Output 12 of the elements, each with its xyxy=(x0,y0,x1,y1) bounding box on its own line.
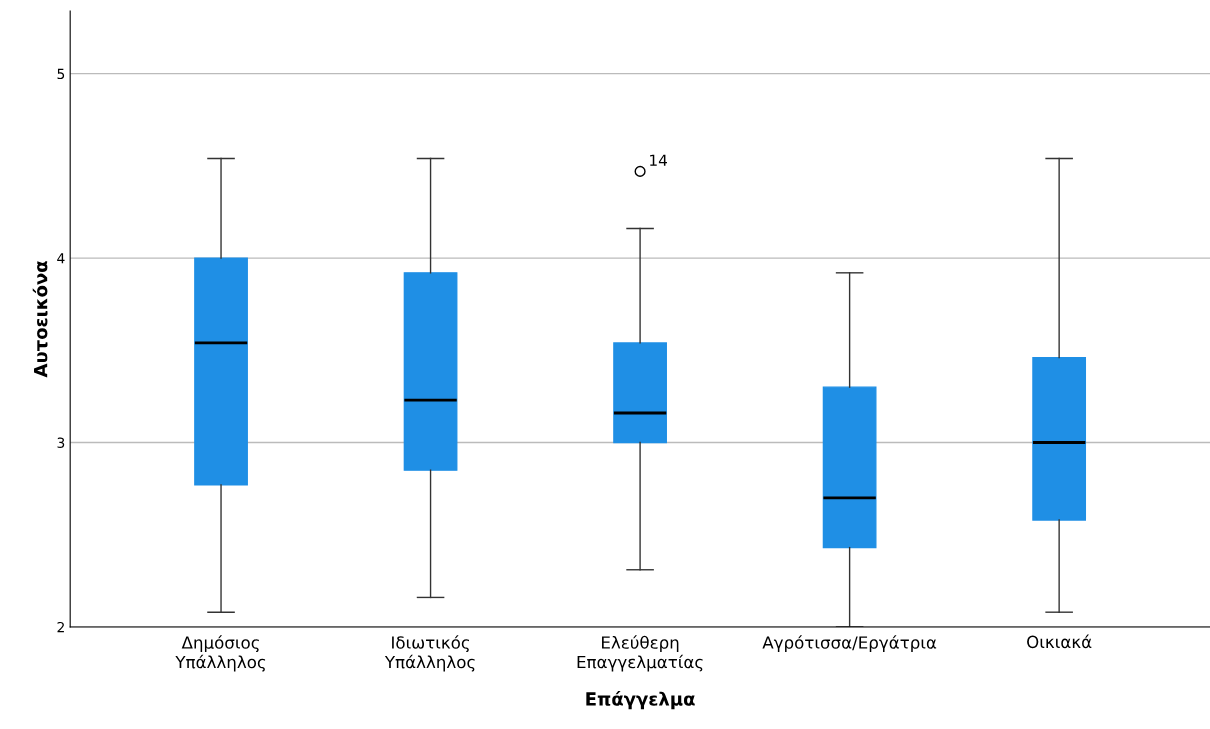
y-tick-label: 4 xyxy=(57,253,65,264)
y-axis-title: Αυτοεικόνα xyxy=(32,261,48,378)
x-tick-label: Ελεύθερη Επαγγελματίας xyxy=(577,635,703,672)
x-axis-title: Επάγγελμα xyxy=(586,691,695,710)
x-tick-label: Δημόσιος Υπάλληλος xyxy=(175,635,266,672)
y-tick-label: 3 xyxy=(57,437,65,448)
x-tick-label: Ιδιωτικός Υπάλληλος xyxy=(384,635,475,672)
y-tick-label: 2 xyxy=(57,621,64,633)
x-tick-label: Αγρότισσα/Εργάτρια xyxy=(762,635,937,653)
annotation: 14 xyxy=(650,154,668,166)
x-tick-label: Οικιακά xyxy=(1027,634,1092,649)
y-tick-label: 5 xyxy=(57,68,65,80)
